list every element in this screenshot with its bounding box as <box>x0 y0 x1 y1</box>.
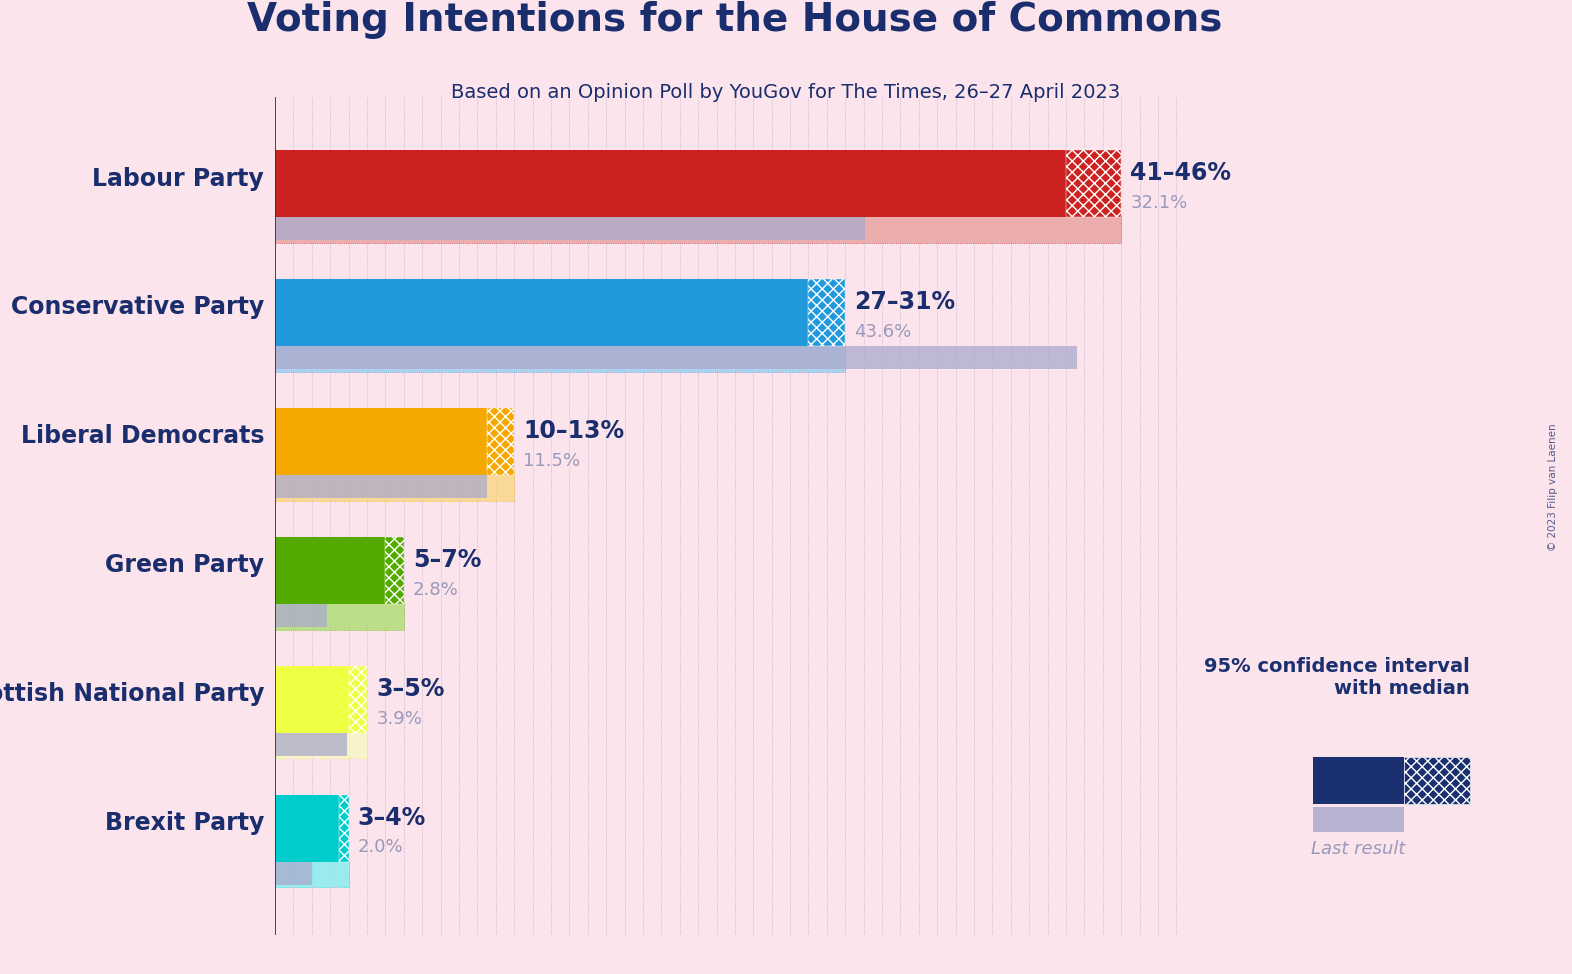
Text: 5–7%: 5–7% <box>413 548 481 572</box>
Bar <box>275 862 311 884</box>
Bar <box>275 408 487 475</box>
Text: 3–5%: 3–5% <box>376 677 445 701</box>
Bar <box>275 150 1066 217</box>
Bar <box>808 280 846 346</box>
Bar <box>275 214 1121 244</box>
Text: Last result: Last result <box>1311 840 1405 857</box>
Bar <box>275 730 368 759</box>
Text: 2.8%: 2.8% <box>413 581 459 599</box>
Text: © 2023 Filip van Laenen: © 2023 Filip van Laenen <box>1548 423 1558 551</box>
Text: 95% confidence interval
with median: 95% confidence interval with median <box>1204 657 1470 698</box>
Text: 2.0%: 2.0% <box>358 839 404 856</box>
Bar <box>275 346 1077 369</box>
Text: 43.6%: 43.6% <box>855 323 912 341</box>
Bar <box>275 537 385 604</box>
Bar <box>275 280 808 346</box>
Bar <box>275 859 349 887</box>
Text: 27–31%: 27–31% <box>855 290 956 315</box>
Text: 11.5%: 11.5% <box>523 452 580 469</box>
Text: Labour Party: Labour Party <box>93 167 264 191</box>
Bar <box>275 601 404 629</box>
Text: 3–4%: 3–4% <box>358 805 426 830</box>
Bar <box>487 408 514 475</box>
Text: Green Party: Green Party <box>105 553 264 578</box>
Text: Liberal Democrats: Liberal Democrats <box>20 425 264 448</box>
Text: 32.1%: 32.1% <box>1130 194 1187 212</box>
Bar <box>275 344 846 372</box>
Bar <box>340 795 349 862</box>
Text: Conservative Party: Conservative Party <box>11 295 264 319</box>
Bar <box>349 665 366 732</box>
Bar <box>275 732 347 756</box>
Text: Based on an Opinion Poll by YouGov for The Times, 26–27 April 2023: Based on an Opinion Poll by YouGov for T… <box>451 83 1121 102</box>
Bar <box>275 665 349 732</box>
Text: 3.9%: 3.9% <box>376 709 423 728</box>
Bar <box>275 604 327 627</box>
Bar <box>1066 150 1121 217</box>
Bar <box>275 795 340 862</box>
Text: 10–13%: 10–13% <box>523 419 624 443</box>
Bar <box>275 475 487 498</box>
Bar <box>385 537 404 604</box>
Title: Voting Intentions for the House of Commons: Voting Intentions for the House of Commo… <box>247 1 1223 39</box>
Text: Scottish National Party: Scottish National Party <box>0 682 264 706</box>
Bar <box>275 472 514 501</box>
Bar <box>275 217 866 241</box>
Text: 41–46%: 41–46% <box>1130 162 1231 185</box>
Text: Brexit Party: Brexit Party <box>105 811 264 835</box>
